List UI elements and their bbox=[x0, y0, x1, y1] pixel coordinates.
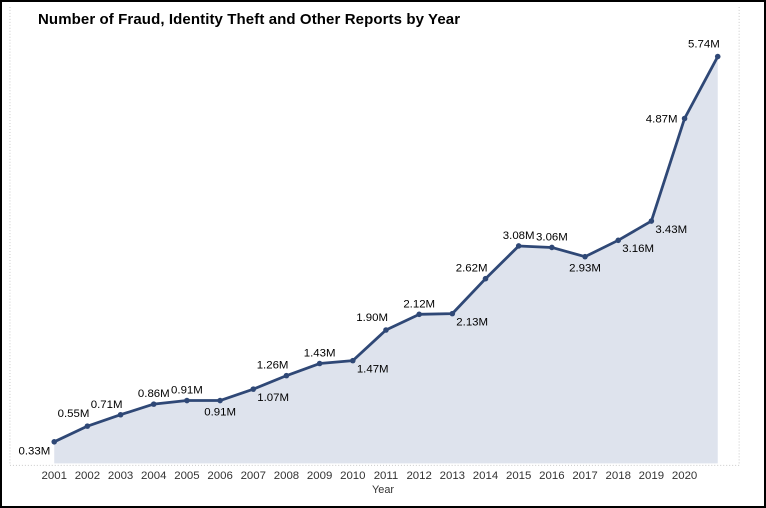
x-tick-label: 2005 bbox=[174, 470, 199, 482]
data-point-label: 5.74M bbox=[688, 39, 720, 51]
data-point-label: 1.47M bbox=[357, 364, 389, 376]
data-point-marker bbox=[648, 218, 655, 224]
data-point-marker bbox=[416, 311, 422, 318]
data-point-label: 0.71M bbox=[91, 399, 123, 411]
data-point-label: 2.12M bbox=[403, 298, 435, 310]
x-tick-label: 2010 bbox=[340, 470, 365, 482]
data-point-label: 3.08M bbox=[503, 230, 535, 242]
data-point-label: 0.86M bbox=[138, 388, 170, 400]
data-point-marker bbox=[383, 327, 389, 333]
data-point-label: 4.87M bbox=[646, 113, 678, 125]
data-point-label: 1.26M bbox=[257, 360, 289, 372]
data-point-label: 1.07M bbox=[257, 392, 289, 404]
data-point-label: 0.33M bbox=[19, 446, 51, 458]
data-point-marker bbox=[117, 411, 124, 418]
data-point-marker bbox=[51, 439, 58, 445]
data-point-marker bbox=[515, 243, 522, 249]
data-point-label: 3.16M bbox=[622, 243, 654, 255]
x-tick-label: 2003 bbox=[108, 470, 133, 482]
data-point-marker bbox=[250, 386, 257, 392]
data-point-label: 2.13M bbox=[456, 317, 488, 329]
x-tick-label: 2001 bbox=[42, 470, 67, 482]
x-tick-label: 2013 bbox=[440, 470, 465, 482]
data-point-label: 0.55M bbox=[58, 408, 90, 420]
data-point-label: 0.91M bbox=[171, 385, 203, 397]
area-fill bbox=[54, 56, 718, 464]
marker-group bbox=[51, 53, 721, 445]
data-point-marker bbox=[615, 237, 622, 244]
data-point-marker bbox=[482, 275, 489, 282]
data-point-marker bbox=[150, 401, 157, 407]
data-point-label: 2.93M bbox=[569, 263, 601, 275]
data-point-marker bbox=[350, 357, 356, 364]
x-tick-label: 2004 bbox=[141, 470, 167, 482]
x-tick-label: 2014 bbox=[473, 470, 499, 482]
x-tick-label: 2009 bbox=[307, 470, 332, 482]
data-point-marker bbox=[582, 253, 588, 260]
x-tick-label: 2016 bbox=[539, 470, 564, 482]
data-point-marker bbox=[184, 397, 190, 404]
data-point-label: 3.43M bbox=[655, 224, 687, 236]
data-point-marker bbox=[283, 372, 290, 379]
data-point-marker bbox=[217, 397, 223, 404]
plot-border-group bbox=[9, 6, 740, 466]
x-tick-label: 2019 bbox=[639, 470, 664, 482]
x-tick-label: 2007 bbox=[241, 470, 266, 482]
x-tick-label: 2011 bbox=[374, 470, 399, 482]
data-point-label: 3.06M bbox=[536, 232, 568, 244]
data-point-label: 0.91M bbox=[204, 406, 236, 418]
x-tick-label: 2008 bbox=[274, 470, 299, 482]
x-tick-label: 2012 bbox=[406, 470, 431, 482]
x-tick-label: 2015 bbox=[506, 470, 531, 482]
data-point-marker bbox=[316, 360, 323, 367]
x-tick-group: 2001 2002 2003 2004 2005 2006 2007 2008 2009 2010… bbox=[42, 470, 698, 482]
x-tick-label: 2006 bbox=[207, 470, 232, 482]
data-point-marker bbox=[714, 53, 721, 60]
data-point-marker bbox=[84, 423, 91, 429]
data-point-marker bbox=[549, 244, 555, 251]
data-point-marker bbox=[449, 310, 456, 317]
chart-title: Number of Fraud, Identity Theft and Othe… bbox=[38, 11, 461, 28]
x-axis-title: Year bbox=[372, 484, 394, 496]
data-point-label: 2.62M bbox=[456, 263, 488, 275]
x-tick-label: 2002 bbox=[75, 470, 100, 482]
data-point-marker bbox=[681, 115, 688, 122]
x-tick-label: 2020 bbox=[672, 470, 697, 482]
x-tick-label: 2017 bbox=[572, 470, 597, 482]
x-tick-label: 2018 bbox=[606, 470, 631, 482]
data-point-label: 1.90M bbox=[356, 312, 388, 324]
data-point-label: 1.43M bbox=[304, 348, 336, 360]
